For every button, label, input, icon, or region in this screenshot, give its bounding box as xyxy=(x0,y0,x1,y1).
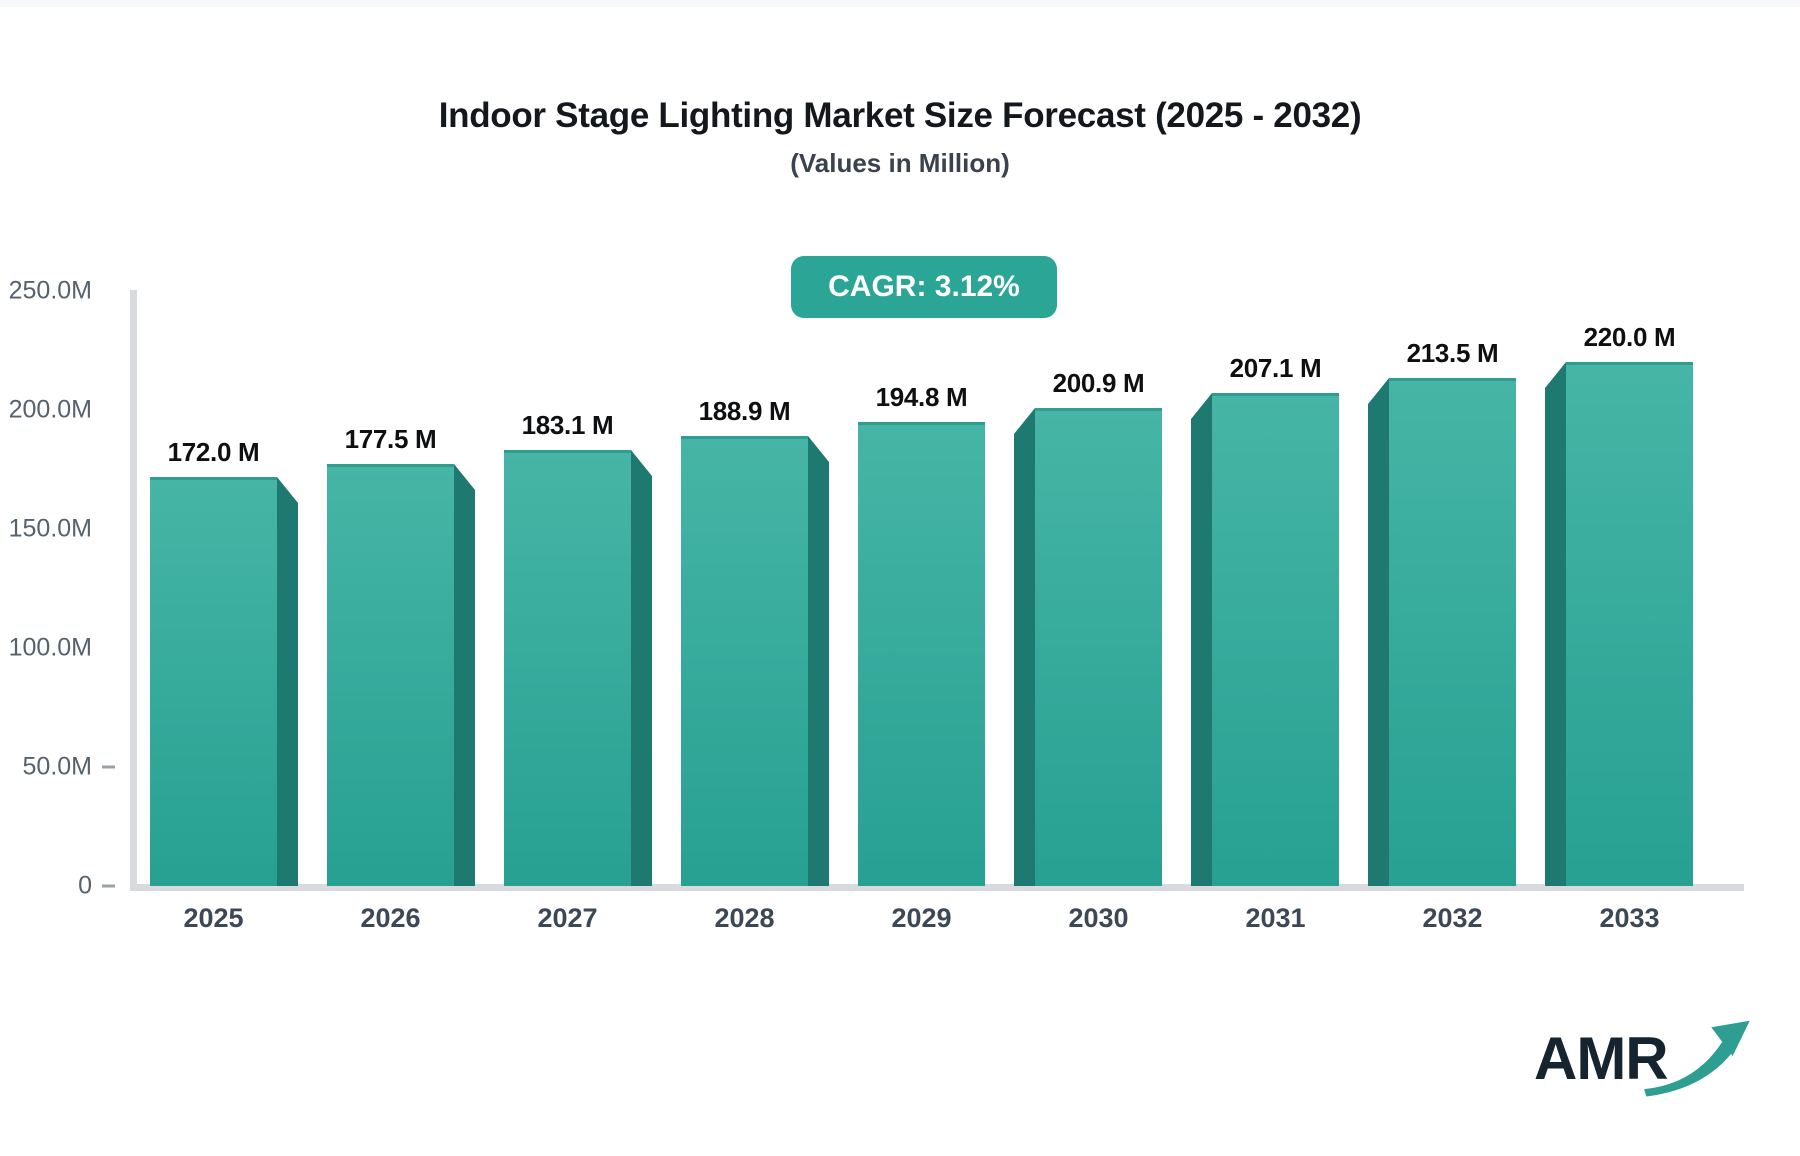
cagr-badge: CAGR: 3.12% xyxy=(791,256,1057,318)
bar-face xyxy=(504,450,631,886)
y-tick-label: 100.0M xyxy=(8,633,92,662)
x-tick-label: 2027 xyxy=(537,903,598,933)
bar-side xyxy=(1014,408,1035,886)
bar-value-label: 213.5 M xyxy=(1406,338,1499,368)
bar-face xyxy=(1566,362,1693,886)
chart-subtitle: (Values in Million) xyxy=(790,148,1010,178)
bar-face xyxy=(327,464,454,886)
bar-value-label: 177.5 M xyxy=(344,424,437,454)
bar-value-label: 172.0 M xyxy=(167,437,260,467)
chart-title: Indoor Stage Lighting Market Size Foreca… xyxy=(438,96,1362,135)
bar-side xyxy=(631,450,652,886)
bar-side xyxy=(1368,378,1389,886)
x-tick-label: 2030 xyxy=(1068,903,1129,933)
page-top-strip xyxy=(0,0,1800,7)
bar-value-label: 188.9 M xyxy=(698,396,791,426)
x-tick-label: 2033 xyxy=(1599,903,1660,933)
bar-face xyxy=(681,436,808,886)
bar-value-label: 207.1 M xyxy=(1229,353,1322,383)
bar-value-label: 200.9 M xyxy=(1052,368,1145,398)
amr-logo-text: AMR xyxy=(1534,1025,1669,1092)
bar-value-label: 194.8 M xyxy=(875,382,968,412)
amr-logo: AMR xyxy=(1534,1020,1764,1116)
y-tick-label: 200.0M xyxy=(8,395,92,424)
amr-logo-arrow-icon xyxy=(1644,1020,1750,1097)
y-tick-dash xyxy=(102,884,115,888)
bar-face xyxy=(1389,378,1516,886)
x-tick-label: 2026 xyxy=(360,903,421,933)
bar-side xyxy=(1191,393,1212,886)
y-axis-line xyxy=(130,290,137,887)
y-tick-dash xyxy=(102,765,115,769)
bar-face xyxy=(150,477,277,886)
x-tick-label: 2029 xyxy=(891,903,952,933)
y-tick-label: 50.0M xyxy=(22,752,92,781)
bar-side xyxy=(808,436,829,886)
bar-side xyxy=(454,464,475,886)
bar-face xyxy=(1212,393,1339,886)
x-tick-label: 2031 xyxy=(1245,903,1306,933)
x-tick-label: 2028 xyxy=(714,903,775,933)
bar-value-label: 183.1 M xyxy=(521,410,614,440)
x-axis-baseline xyxy=(130,884,1744,891)
y-tick-label: 150.0M xyxy=(8,514,92,543)
bar-side xyxy=(277,477,298,886)
x-tick-label: 2025 xyxy=(183,903,244,933)
bar-value-label: 220.0 M xyxy=(1583,322,1676,352)
bar-face xyxy=(1035,408,1162,886)
bar-side xyxy=(1545,362,1566,886)
bar-face xyxy=(858,422,985,886)
y-tick-label: 250.0M xyxy=(8,276,92,305)
y-tick-label: 0 xyxy=(78,871,92,900)
x-tick-label: 2032 xyxy=(1422,903,1483,933)
